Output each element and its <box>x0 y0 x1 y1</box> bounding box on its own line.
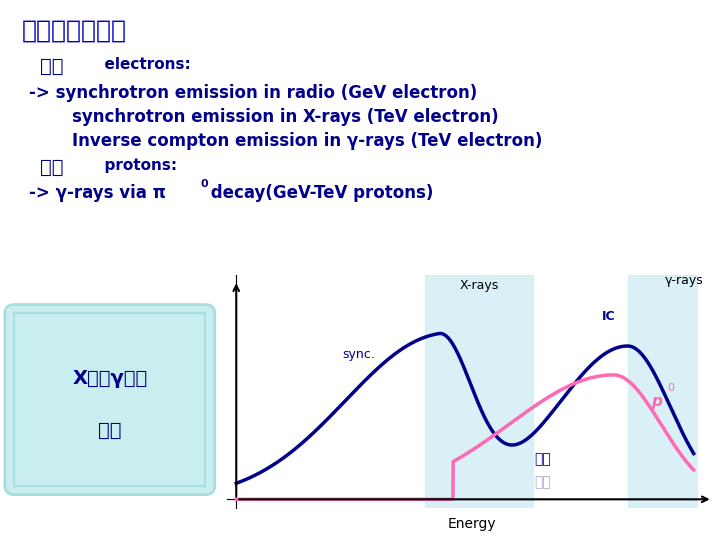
Text: 陽子: 陽子 <box>40 158 63 177</box>
Text: sync.: sync. <box>343 348 375 361</box>
Text: synchrotron emission in X-rays (TeV electron): synchrotron emission in X-rays (TeV elec… <box>49 108 498 126</box>
FancyBboxPatch shape <box>5 305 215 495</box>
Text: IC: IC <box>602 310 616 323</box>
Text: X-rays: X-rays <box>459 279 499 292</box>
Text: E² dF/DE: E² dF/DE <box>207 368 217 415</box>
Text: 陽子: 陽子 <box>534 475 551 489</box>
Text: 最適: 最適 <box>98 421 122 440</box>
Text: decay(GeV-TeV protons): decay(GeV-TeV protons) <box>205 184 433 201</box>
Text: 0: 0 <box>667 383 675 393</box>
Text: -> synchrotron emission in radio (GeV electron): -> synchrotron emission in radio (GeV el… <box>29 84 477 102</box>
Text: Energy: Energy <box>448 516 496 530</box>
Text: Inverse compton emission in γ-rays (TeV electron): Inverse compton emission in γ-rays (TeV … <box>49 132 542 150</box>
Text: X線・γ線が: X線・γ線が <box>72 369 148 388</box>
Text: 電子: 電子 <box>534 452 551 466</box>
Bar <box>425 275 534 508</box>
Text: 0: 0 <box>200 179 208 189</box>
Text: 電子: 電子 <box>40 57 63 76</box>
Text: electrons:: electrons: <box>94 57 190 72</box>
Text: -> γ-rays via π: -> γ-rays via π <box>29 184 166 201</box>
Text: γ-rays: γ-rays <box>665 274 703 287</box>
Text: p: p <box>652 394 662 409</box>
Bar <box>628 275 708 508</box>
Text: 加速器の探し方: 加速器の探し方 <box>22 19 127 43</box>
Text: protons:: protons: <box>94 158 176 173</box>
